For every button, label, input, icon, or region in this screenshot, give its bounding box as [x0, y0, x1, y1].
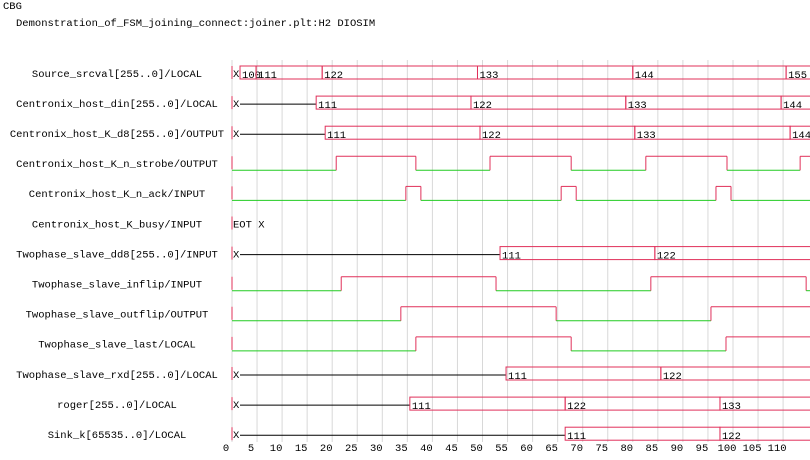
signal-name: Centronix_host_K_d8[255..0]/OUTPUT	[10, 129, 224, 141]
bus-value-label: 111	[567, 431, 586, 443]
time-tick-label: 45	[445, 443, 458, 455]
time-tick-label: 80	[620, 443, 633, 455]
time-tick-label: 5	[248, 443, 254, 455]
time-tick-label: 95	[696, 443, 709, 455]
time-tick-label: 90	[671, 443, 684, 455]
signal-name: Sink_k[65535..0]/LOCAL	[48, 430, 187, 442]
bus-value-label: 111	[258, 70, 277, 82]
bus-value-label: 122	[722, 431, 741, 443]
bus-value-label: 144	[783, 100, 802, 112]
time-tick-label: 65	[545, 443, 558, 455]
bus-value-label: 144	[635, 70, 654, 82]
app-label: CBG	[3, 1, 22, 13]
initial-value: X	[233, 69, 240, 81]
time-tick-label: 55	[495, 443, 508, 455]
time-tick-label: 10	[270, 443, 283, 455]
time-tick-label: 100	[718, 443, 737, 455]
bus-value-label: 122	[657, 250, 676, 262]
bus-value-label: 133	[722, 401, 741, 413]
time-tick-label: 25	[345, 443, 358, 455]
initial-value: X	[233, 370, 240, 382]
signal-name: Twophase_slave_rxd[255..0]/LOCAL	[16, 370, 218, 382]
signal-name: Centronix_host_din[255..0]/LOCAL	[16, 99, 218, 111]
signal-value: EOT X	[233, 219, 265, 231]
time-tick-label: 75	[595, 443, 608, 455]
bus-value-label: 111	[318, 100, 337, 112]
signal-name: Centronix_host_K_n_ack/INPUT	[29, 189, 205, 201]
bus-value	[654, 246, 810, 261]
initial-value: X	[233, 430, 240, 442]
initial-value: X	[233, 400, 240, 412]
time-tick-label: 40	[420, 443, 433, 455]
time-tick-label: 85	[646, 443, 659, 455]
signal-name: roger[255..0]/LOCAL	[57, 400, 177, 412]
bus-value-label: 122	[663, 371, 682, 383]
bus-value	[719, 396, 810, 411]
time-tick-label: 0	[223, 443, 229, 455]
bus-value-label: 111	[502, 250, 521, 262]
signal-name: Twophase_slave_dd8[255..0]/INPUT	[16, 249, 218, 261]
plot-title: Demonstration_of_FSM_joining_connect:joi…	[16, 18, 375, 30]
bus-value	[719, 426, 810, 441]
time-tick-label: 35	[395, 443, 408, 455]
bus-value-label: 122	[473, 100, 492, 112]
bus-value-label: 144	[792, 130, 810, 142]
bus-value	[660, 366, 810, 381]
initial-value: X	[233, 99, 240, 111]
signal-name: Centronix_host_K_busy/INPUT	[32, 219, 202, 231]
time-tick-label: 20	[320, 443, 333, 455]
bus-value	[780, 95, 810, 110]
bus-value-label: 133	[628, 100, 647, 112]
bus-value-label: 133	[637, 130, 656, 142]
bus-value-label: 111	[327, 130, 346, 142]
bus-value-label: 155	[788, 70, 807, 82]
time-tick-label: 30	[370, 443, 383, 455]
time-tick-label: 110	[768, 443, 787, 455]
bus-value	[785, 65, 810, 80]
signal-name: Centronix_host_K_n_strobe/OUTPUT	[16, 159, 218, 171]
signal-name: Twophase_slave_inflip/INPUT	[32, 279, 202, 291]
signal-name: Source_srcval[255..0]/LOCAL	[32, 69, 202, 81]
initial-value: X	[233, 129, 240, 141]
bus-value-label: 111	[508, 371, 527, 383]
bus-value-label: 133	[479, 70, 498, 82]
initial-value: X	[233, 249, 240, 261]
signal-name: Twophase_slave_last/LOCAL	[38, 340, 196, 352]
bus-value	[789, 125, 810, 140]
bus-value-label: 122	[567, 401, 586, 413]
time-tick-label: 105	[743, 443, 762, 455]
signal-name: Twophase_slave_outflip/OUTPUT	[26, 310, 209, 322]
bus-value-label: 122	[324, 70, 343, 82]
bus-value-label: 122	[482, 130, 501, 142]
bus-value-label: 111	[412, 401, 431, 413]
time-tick-label: 15	[295, 443, 308, 455]
time-tick-label: 50	[470, 443, 483, 455]
time-tick-label: 70	[570, 443, 583, 455]
time-tick-label: 60	[520, 443, 533, 455]
